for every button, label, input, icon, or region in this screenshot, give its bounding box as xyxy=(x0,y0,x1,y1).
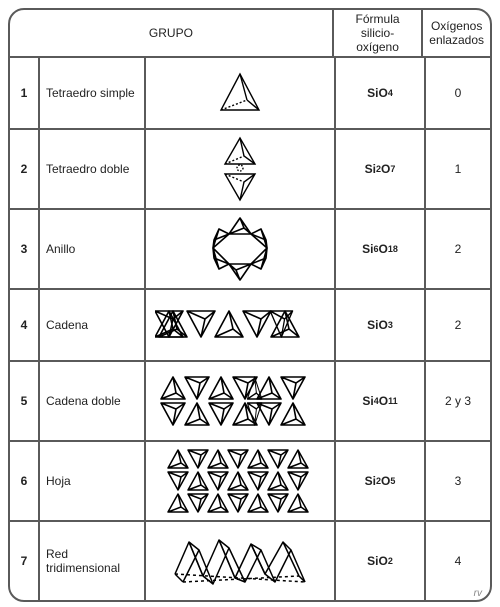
row-num: 2 xyxy=(10,130,38,208)
table-row: 3 Anillo Si6O18 2 xyxy=(10,208,490,288)
row-formula: Si2O7 xyxy=(334,130,424,208)
row-name: Anillo xyxy=(38,210,144,288)
header-row: GRUPO Fórmula silicio-oxígeno Oxígenos e… xyxy=(10,10,490,56)
diagram-cadena-doble xyxy=(144,362,334,440)
row-oxy: 2 y 3 xyxy=(424,362,490,440)
row-formula: Si6O18 xyxy=(334,210,424,288)
table-row: 1 Tetraedro simple SiO4 0 xyxy=(10,56,490,128)
hdr-formula: Fórmula silicio-oxígeno xyxy=(332,10,421,56)
hdr-oxigenos: Oxígenos enlazados xyxy=(421,10,490,56)
table-row: 5 Cadena doble Si4O11 2 y 3 xyxy=(10,360,490,440)
row-name: Cadena doble xyxy=(38,362,144,440)
row-oxy: 3 xyxy=(424,442,490,520)
row-oxy: 0 xyxy=(424,58,490,128)
row-name: Tetraedro doble xyxy=(38,130,144,208)
row-name: Tetraedro simple xyxy=(38,58,144,128)
row-num: 6 xyxy=(10,442,38,520)
diagram-hoja xyxy=(144,442,334,520)
hdr-grupo: GRUPO xyxy=(10,10,332,56)
diagram-tetraedro-doble xyxy=(144,130,334,208)
row-num: 1 xyxy=(10,58,38,128)
signature: rv xyxy=(8,588,492,599)
row-name: Hoja xyxy=(38,442,144,520)
row-num: 4 xyxy=(10,290,38,360)
row-oxy: 2 xyxy=(424,210,490,288)
table-row: 4 Cadena SiO3 2 xyxy=(10,288,490,360)
row-num: 5 xyxy=(10,362,38,440)
row-num: 3 xyxy=(10,210,38,288)
row-oxy: 2 xyxy=(424,290,490,360)
row-oxy: 1 xyxy=(424,130,490,208)
row-formula: SiO4 xyxy=(334,58,424,128)
table-row: 2 Tetraedro doble Si2O7 1 xyxy=(10,128,490,208)
row-formula: SiO3 xyxy=(334,290,424,360)
table-row: 6 Hoja xyxy=(10,440,490,520)
row-formula: Si4O11 xyxy=(334,362,424,440)
diagram-anillo xyxy=(144,210,334,288)
row-name: Cadena xyxy=(38,290,144,360)
row-formula: Si2O5 xyxy=(334,442,424,520)
diagram-cadena xyxy=(144,290,334,360)
diagram-tetraedro-simple xyxy=(144,58,334,128)
silicate-table: GRUPO Fórmula silicio-oxígeno Oxígenos e… xyxy=(8,8,492,602)
